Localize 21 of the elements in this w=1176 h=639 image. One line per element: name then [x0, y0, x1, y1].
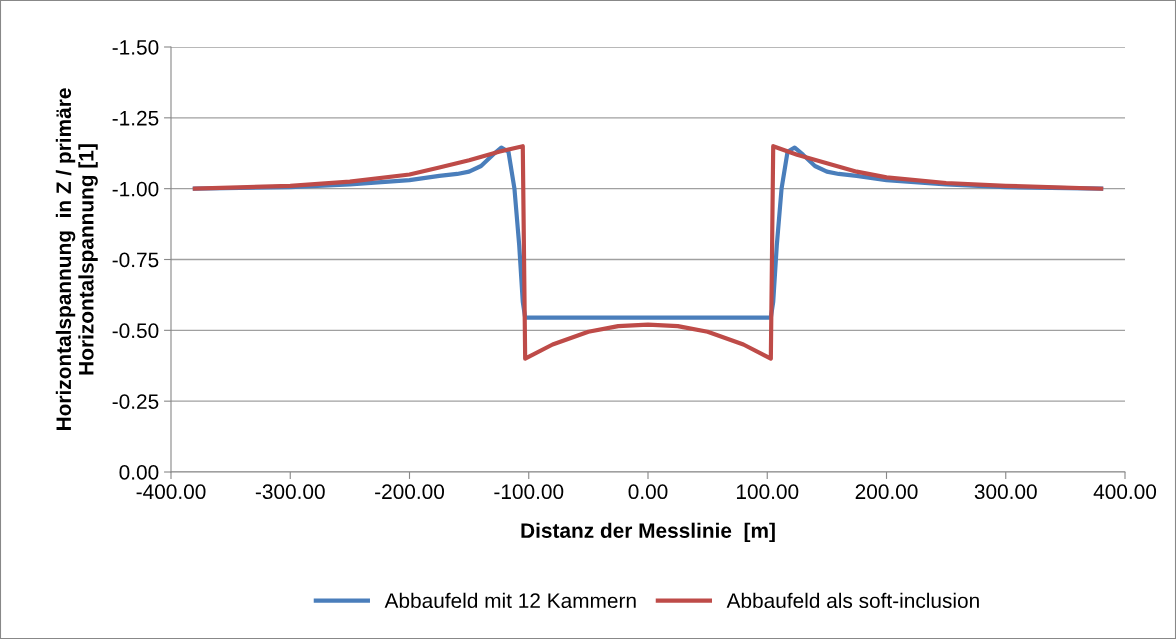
- x-tick-label: -100.00: [494, 484, 564, 500]
- x-tick-label: 300.00: [974, 484, 1037, 500]
- x-tick-label: -400.00: [136, 484, 206, 500]
- x-tick-label: -300.00: [255, 484, 325, 500]
- y-tick-label: -0.50: [112, 323, 159, 339]
- y-tick-label: -1.50: [112, 40, 159, 55]
- legend-label: Abbaufeld als soft-inclusion: [726, 592, 979, 609]
- y-tick-label: -1.00: [112, 181, 159, 197]
- x-tick-label: -200.00: [375, 484, 445, 500]
- line-series: [192, 144, 1104, 361]
- y-tick-label: -0.75: [112, 252, 159, 268]
- x-axis-title: Distanz der Messlinie [m]: [521, 522, 775, 543]
- x-tick-label: 0.00: [628, 484, 668, 500]
- x-tick-label: 400.00: [1093, 484, 1157, 500]
- y-tick-label: -1.25: [112, 110, 159, 126]
- y-tick-label: 0.00: [119, 465, 159, 480]
- x-tick-label: 200.00: [855, 484, 918, 500]
- legend-label: Abbaufeld mit 12 Kammern: [384, 592, 636, 609]
- y-tick-label: -0.25: [112, 394, 159, 409]
- y-axis-title: Horizontalspannung in Z / primäre Horizontalspannung [1]: [55, 88, 98, 430]
- x-tick-label: 100.00: [736, 484, 799, 500]
